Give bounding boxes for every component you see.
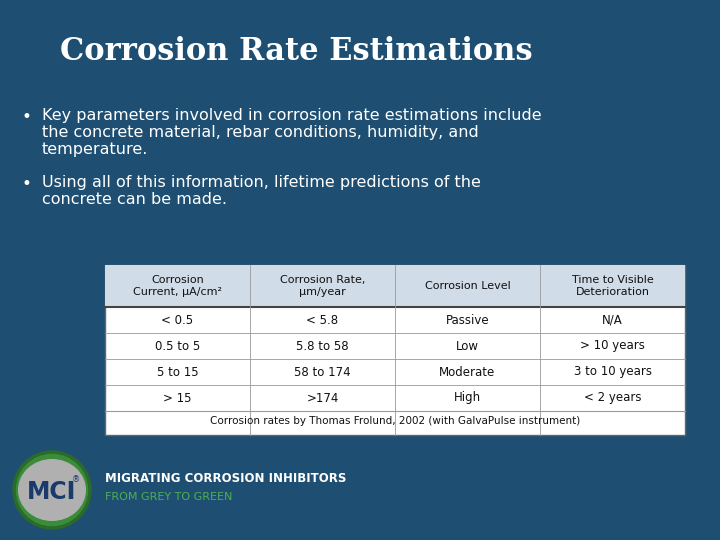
Text: Passive: Passive xyxy=(446,314,490,327)
Text: FROM GREY TO GREEN: FROM GREY TO GREEN xyxy=(105,492,233,502)
Text: > 15: > 15 xyxy=(163,392,192,404)
Text: ®: ® xyxy=(72,476,80,484)
Ellipse shape xyxy=(18,459,86,521)
Text: the concrete material, rebar conditions, humidity, and: the concrete material, rebar conditions,… xyxy=(42,125,479,140)
Text: 0.5 to 5: 0.5 to 5 xyxy=(155,340,200,353)
Text: MCI: MCI xyxy=(27,480,77,504)
Circle shape xyxy=(14,452,90,528)
Text: •: • xyxy=(22,108,32,126)
Text: Corrosion Level: Corrosion Level xyxy=(425,281,510,291)
Text: Corrosion
Current, μA/cm²: Corrosion Current, μA/cm² xyxy=(133,275,222,297)
Text: Low: Low xyxy=(456,340,479,353)
Text: MIGRATING CORROSION INHIBITORS: MIGRATING CORROSION INHIBITORS xyxy=(105,471,346,484)
Text: N/A: N/A xyxy=(602,314,623,327)
Text: 58 to 174: 58 to 174 xyxy=(294,366,351,379)
Text: < 2 years: < 2 years xyxy=(584,392,642,404)
Bar xyxy=(105,265,685,307)
Text: •: • xyxy=(22,175,32,193)
Text: Corrosion Rate Estimations: Corrosion Rate Estimations xyxy=(60,37,533,68)
Text: 5.8 to 58: 5.8 to 58 xyxy=(296,340,348,353)
Text: Using all of this information, lifetime predictions of the: Using all of this information, lifetime … xyxy=(42,175,481,190)
Text: > 10 years: > 10 years xyxy=(580,340,645,353)
Text: < 0.5: < 0.5 xyxy=(161,314,194,327)
Text: concrete can be made.: concrete can be made. xyxy=(42,192,227,207)
Text: Moderate: Moderate xyxy=(439,366,495,379)
Text: High: High xyxy=(454,392,481,404)
Text: Key parameters involved in corrosion rate estimations include: Key parameters involved in corrosion rat… xyxy=(42,108,541,123)
Text: Corrosion rates by Thomas Frolund, 2002 (with GalvaPulse instrument): Corrosion rates by Thomas Frolund, 2002 … xyxy=(210,416,580,426)
Text: temperature.: temperature. xyxy=(42,142,148,157)
Text: 5 to 15: 5 to 15 xyxy=(157,366,198,379)
Text: < 5.8: < 5.8 xyxy=(307,314,338,327)
Bar xyxy=(105,265,685,435)
Text: 3 to 10 years: 3 to 10 years xyxy=(574,366,652,379)
Text: >174: >174 xyxy=(306,392,338,404)
Text: Corrosion Rate,
μm/year: Corrosion Rate, μm/year xyxy=(280,275,365,297)
Text: Time to Visible
Deterioration: Time to Visible Deterioration xyxy=(572,275,653,297)
